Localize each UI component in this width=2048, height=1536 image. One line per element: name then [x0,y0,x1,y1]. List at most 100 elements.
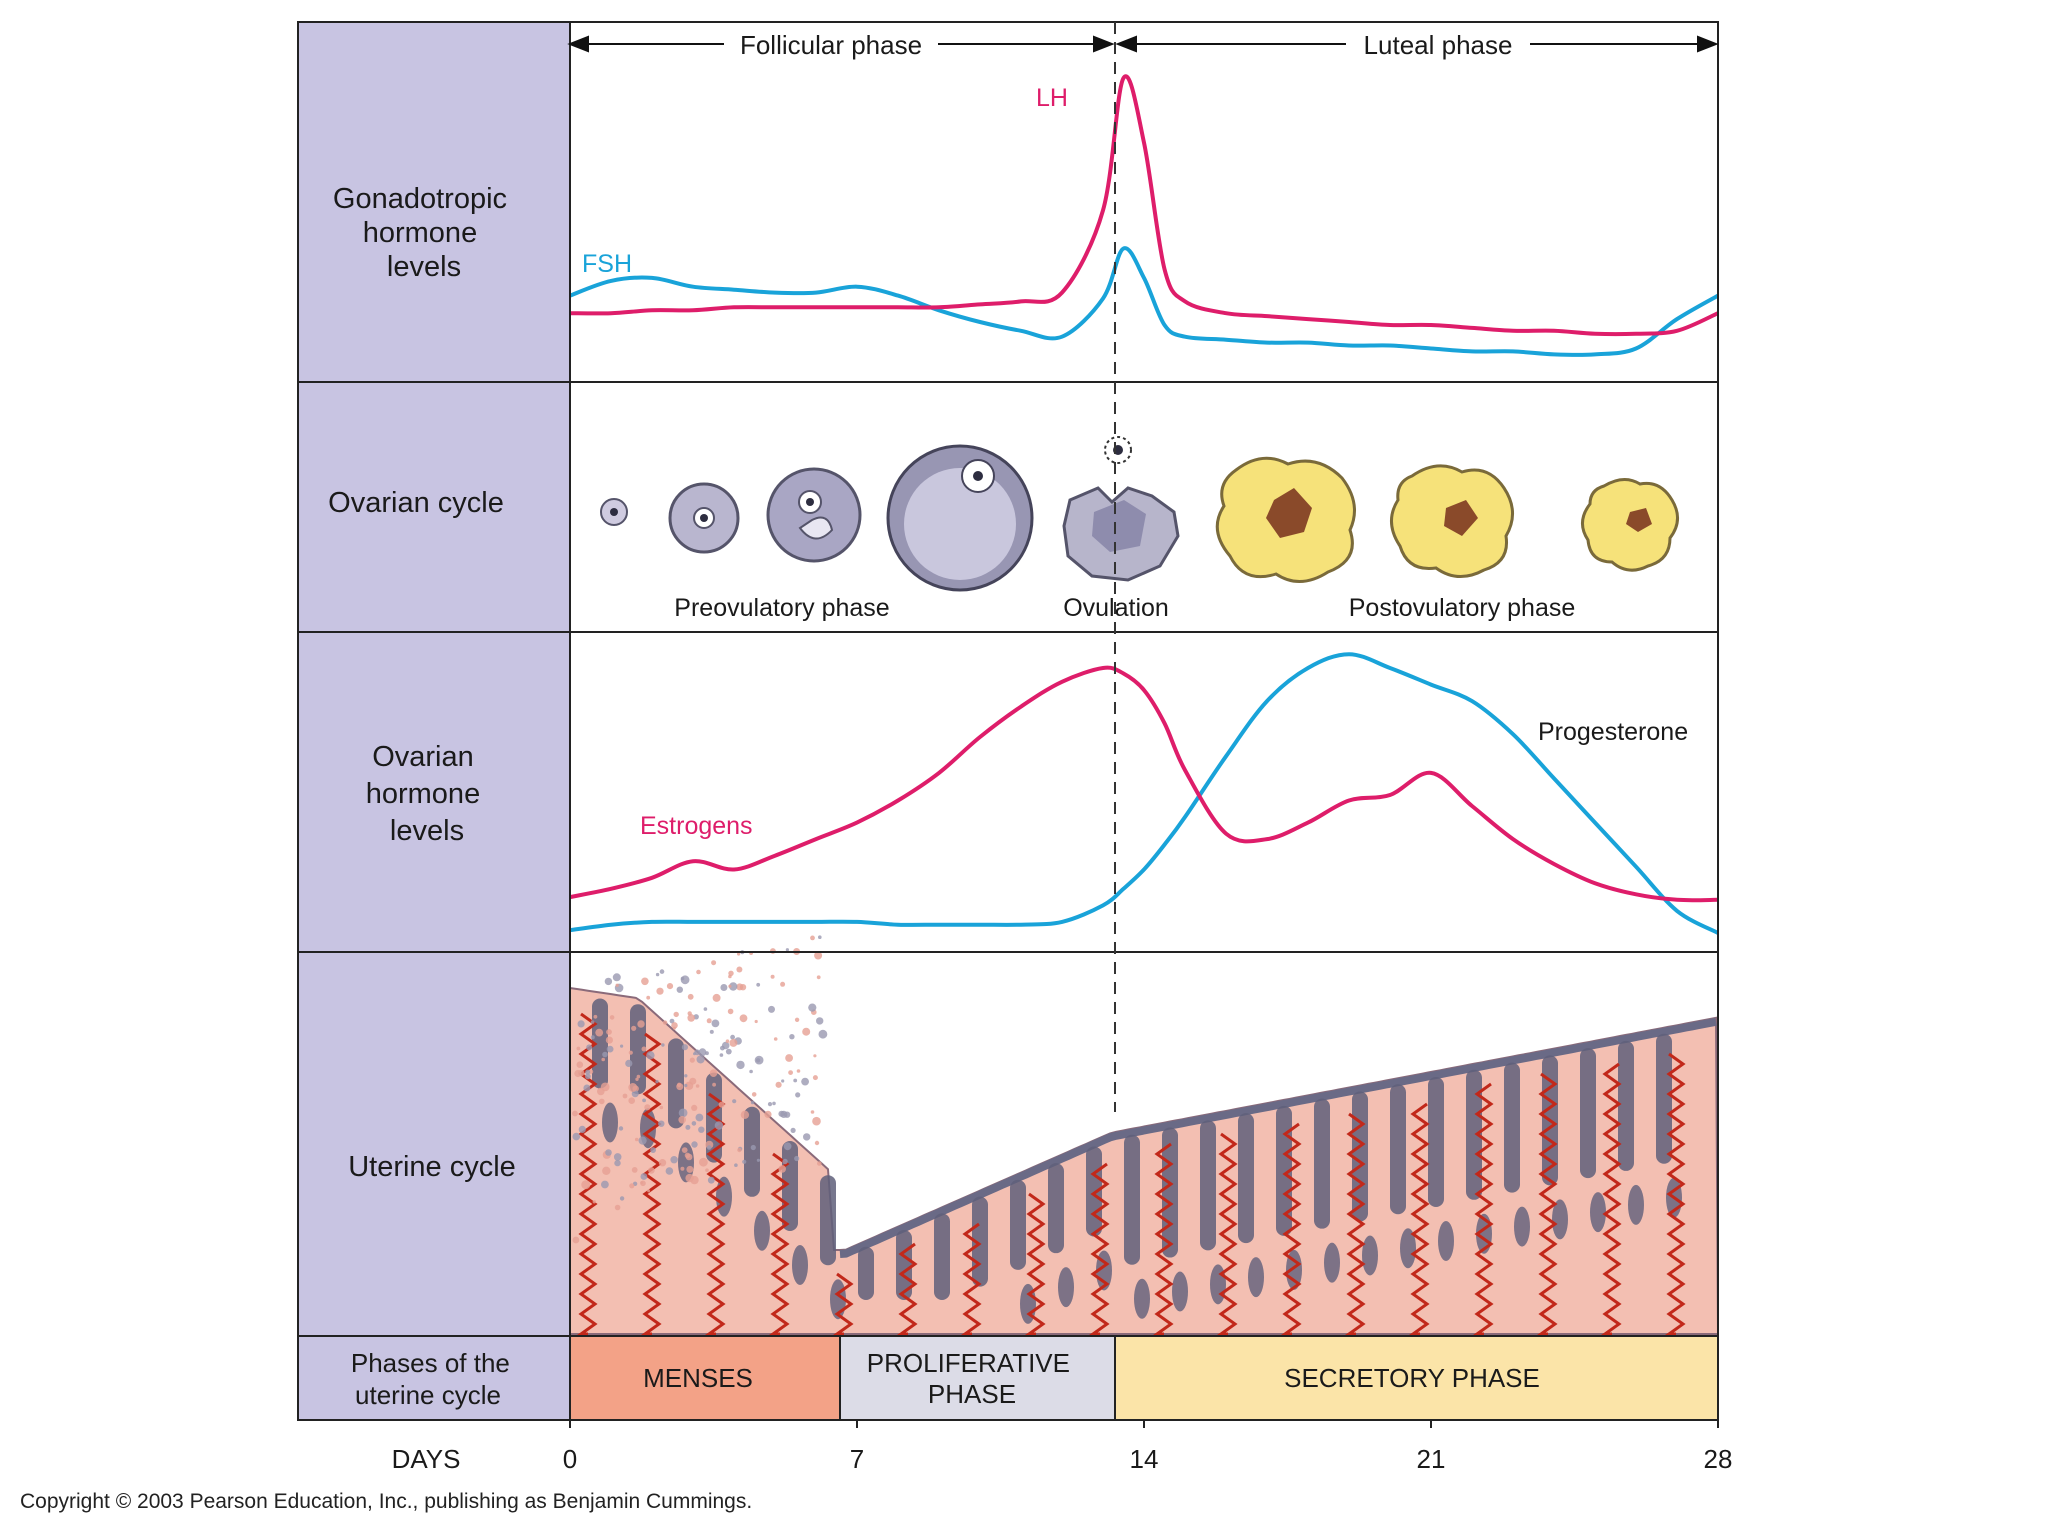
shed-tissue-fragment [795,1092,801,1098]
shed-tissue-fragment [775,1081,782,1088]
shed-tissue-fragment [711,1019,720,1028]
shed-tissue-fragment [687,1014,695,1022]
shed-tissue-fragment [689,1057,695,1063]
shed-tissue-fragment [684,1074,688,1078]
shed-tissue-fragment [810,935,815,941]
shed-tissue-fragment [783,1142,792,1151]
shed-tissue-fragment [634,1137,639,1142]
estrogens-curve [569,665,1719,903]
uterine-gland [668,1038,684,1129]
day-tick-label: 7 [850,1444,864,1474]
uterine-gland [592,998,608,1089]
shed-tissue-fragment [750,1100,755,1105]
shed-tissue-fragment [782,1158,788,1165]
shed-tissue-fragment [583,1084,591,1092]
corpus-luteum-large [1215,456,1356,583]
spiral-artery [1536,1072,1558,1336]
days-axis-ticks: 0 7 14 21 28 [563,1420,1732,1474]
shed-tissue-fragment [756,1158,761,1162]
shed-tissue-fragment [749,1069,753,1074]
shed-tissue-fragment [650,1147,656,1153]
shed-tissue-fragment [812,1116,821,1126]
shed-tissue-fragment [678,1108,688,1118]
shed-tissue-fragment [770,974,775,979]
shed-tissue-fragment [728,974,732,979]
shed-tissue-fragment [756,982,761,987]
progesterone-label: Progesterone [1538,718,1688,746]
shed-tissue-fragment [684,1152,691,1159]
shed-tissue-fragment [599,1098,605,1105]
shed-tissue-fragment [739,1014,748,1023]
uterine-gland [934,1213,950,1300]
gonadotropic-panel [570,22,1718,382]
shed-tissue-fragment [709,1069,718,1077]
shed-tissue-fragment [604,977,613,986]
proliferative-label: PROLIFERATIVE PHASE [867,1348,1077,1409]
gland-cross-section [1438,1221,1454,1262]
gland-cross-section [1324,1242,1340,1283]
gland-cross-section [602,1102,618,1143]
shed-tissue-fragment [696,1055,705,1064]
gland-cross-section [1476,1213,1492,1254]
shed-tissue-fragment [728,970,734,976]
shed-tissue-fragment [812,1075,818,1081]
shed-tissue-fragment [764,1110,772,1118]
menses-bar [570,1336,840,1420]
follicular-phase-label: Follicular phase [740,30,922,60]
shed-tissue-fragment [615,983,619,987]
lh-curve [569,74,1719,337]
shed-tissue-fragment [619,1196,625,1201]
shed-tissue-fragment [818,1029,828,1039]
spiral-artery [1408,1102,1430,1336]
shed-tissue-fragment [781,1079,785,1083]
shed-tissue-fragment [750,1144,756,1151]
shed-tissue-fragment [698,1126,705,1133]
luteal-phase-label: Luteal phase [1364,30,1513,60]
shed-tissue-fragment [638,1136,647,1145]
shed-tissue-fragment [689,1077,697,1085]
spiral-artery [1344,1112,1366,1336]
shed-tissue-fragment [803,1133,811,1141]
shed-tissue-fragment [669,1018,675,1024]
shed-tissue-fragment [574,1069,582,1078]
shed-tissue-fragment [814,951,823,960]
uterine-gland [1010,1179,1026,1270]
spiral-artery [704,1092,726,1336]
shed-tissue-fragment [647,1189,651,1193]
ovarian-follicles [600,436,1679,592]
shed-tissue-fragment [646,1051,655,1060]
shed-tissue-fragment [631,1167,638,1173]
shed-tissue-fragment [605,1036,614,1044]
uterine-gland [1466,1069,1482,1200]
gland-cross-section [1286,1249,1302,1290]
proliferative-bar [840,1336,1115,1420]
shed-tissue-fragment [691,1121,697,1126]
shed-tissue-fragment [631,1090,639,1098]
shed-tissue-fragment [659,1105,664,1110]
spiral-artery [960,1222,982,1336]
shed-tissue-fragment [585,1069,591,1075]
preovulatory-phase-label: Preovulatory phase [674,594,889,622]
gland-cross-section [754,1210,770,1251]
shed-tissue-fragment [590,1035,595,1040]
shed-tissue-fragment [767,1102,773,1107]
shed-tissue-fragment [768,1005,775,1013]
shed-tissue-fragment [676,986,683,993]
shed-tissue-fragment [705,1168,709,1172]
shed-tissue-fragment [606,1029,612,1035]
uterine-gland [1238,1113,1254,1244]
shed-tissue-fragment [754,1055,764,1065]
shed-tissue-fragment [712,1082,716,1087]
gland-cross-section [792,1245,808,1285]
shed-tissue-fragment [680,976,685,981]
gland-cross-section [1362,1235,1378,1276]
shed-tissue-fragment [637,1020,645,1028]
shed-tissue-fragment [707,1176,715,1184]
progesterone-curve [569,652,1719,935]
shed-tissue-fragment [655,1079,659,1084]
shed-tissue-fragment [810,1110,815,1114]
uterine-gland [1124,1134,1140,1265]
shed-tissue-fragment [646,995,651,1000]
gland-cross-section [1172,1271,1188,1312]
